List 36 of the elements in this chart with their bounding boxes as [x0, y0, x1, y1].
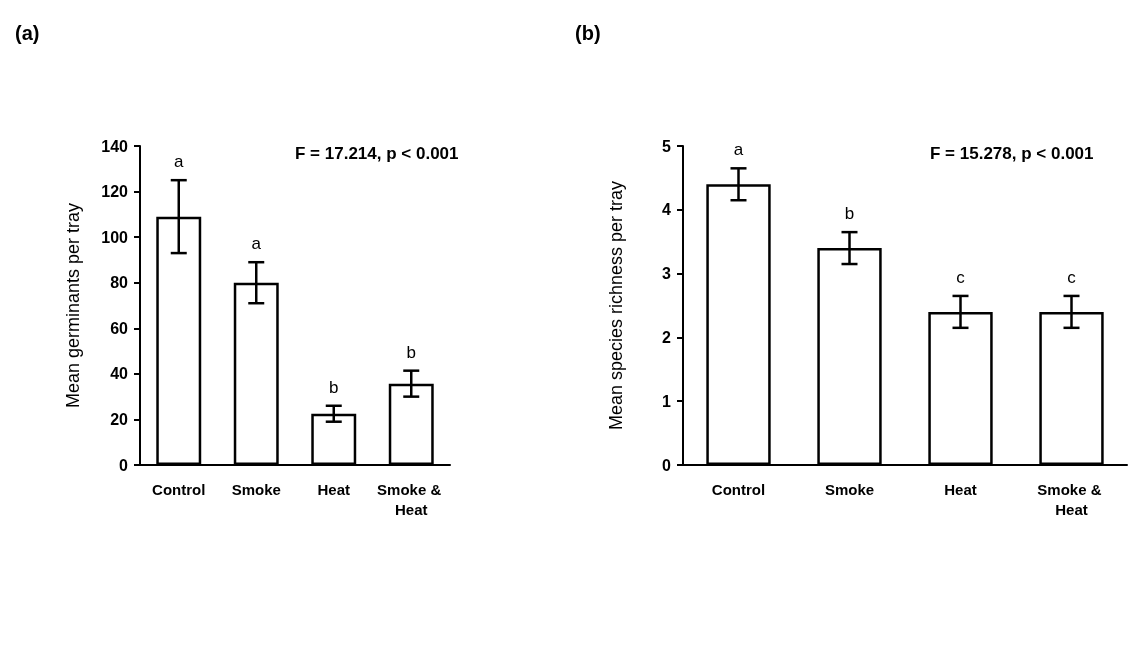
x-tick-label: Heat	[317, 480, 351, 498]
y-axis-title: Mean species richness per tray	[606, 180, 626, 431]
x-tick-label: Smoke & Heat	[377, 480, 446, 518]
x-tick-label: Smoke	[824, 480, 875, 498]
annotation: c	[1067, 267, 1077, 287]
x-tick-label: Control	[152, 480, 206, 498]
y-tick-label: 2	[662, 328, 672, 346]
annotation: a	[733, 140, 744, 160]
x-tick-label: Smoke	[231, 480, 281, 498]
y-tick-label: 1	[662, 392, 672, 410]
y-tick-label: 100	[101, 228, 129, 246]
y-tick-label: 120	[101, 183, 129, 201]
annotation: a	[251, 234, 262, 254]
y-tick-label: 0	[662, 456, 672, 474]
y-tick-label: 80	[110, 274, 129, 292]
annotation: c	[956, 267, 966, 287]
y-tick-label: 40	[110, 365, 129, 383]
annotation: b	[406, 342, 416, 362]
annotation: F = 15.278, p < 0.001	[930, 144, 1094, 163]
y-tick-label: 60	[110, 319, 129, 337]
y-tick-label: 0	[119, 456, 129, 474]
x-tick-label: Heat	[944, 480, 977, 498]
chart-title: (b)	[575, 22, 601, 44]
y-tick-label: 3	[662, 265, 672, 283]
y-tick-label: 4	[662, 201, 672, 219]
y-tick-label: 5	[662, 137, 672, 155]
annotation: a	[174, 152, 185, 172]
chart-title: (a)	[15, 22, 40, 44]
x-tick-label: Control	[711, 480, 766, 498]
annotation: b	[844, 204, 855, 224]
y-axis-title: Mean germinants per tray	[63, 202, 83, 409]
y-tick-label: 20	[110, 410, 129, 428]
annotation: b	[329, 377, 339, 397]
y-tick-label: 140	[101, 137, 129, 155]
annotation: F = 17.214, p < 0.001	[295, 144, 459, 163]
x-tick-label: Smoke & Heat	[1037, 480, 1106, 518]
